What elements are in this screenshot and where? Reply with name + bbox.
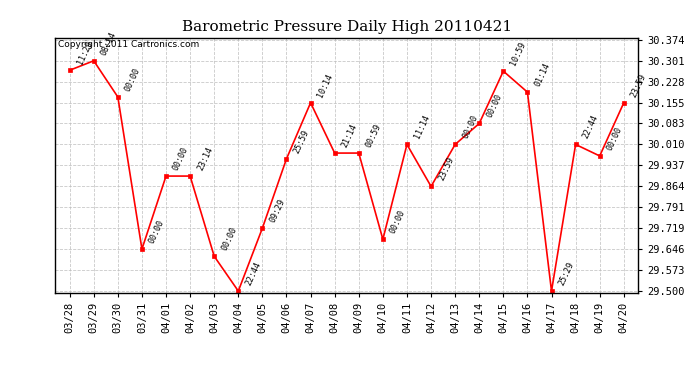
- Text: 08:14: 08:14: [99, 30, 118, 57]
- Text: 25:29: 25:29: [557, 260, 575, 287]
- Text: 00:00: 00:00: [461, 114, 480, 140]
- Text: 00:00: 00:00: [148, 219, 166, 245]
- Text: 22:44: 22:44: [581, 114, 600, 140]
- Text: 21:14: 21:14: [340, 123, 359, 149]
- Text: 10:14: 10:14: [316, 72, 335, 99]
- Text: 25:59: 25:59: [292, 128, 310, 154]
- Text: 00:59: 00:59: [364, 123, 383, 149]
- Text: 00:00: 00:00: [172, 146, 190, 172]
- Title: Barometric Pressure Daily High 20110421: Barometric Pressure Daily High 20110421: [181, 20, 512, 33]
- Text: Copyright 2011 Cartronics.com: Copyright 2011 Cartronics.com: [58, 40, 199, 49]
- Text: 11:14: 11:14: [413, 114, 431, 140]
- Text: 23:14: 23:14: [196, 146, 215, 172]
- Text: 09:29: 09:29: [268, 198, 286, 224]
- Text: 10:59: 10:59: [509, 40, 528, 67]
- Text: 00:00: 00:00: [220, 226, 239, 252]
- Text: 00:00: 00:00: [124, 66, 142, 93]
- Text: 22:44: 22:44: [244, 260, 263, 287]
- Text: 00:00: 00:00: [388, 209, 407, 235]
- Text: 01:14: 01:14: [533, 62, 552, 88]
- Text: 00:00: 00:00: [485, 93, 504, 119]
- Text: 00:00: 00:00: [605, 125, 624, 152]
- Text: 11:29: 11:29: [75, 40, 94, 66]
- Text: 23:59: 23:59: [629, 72, 648, 99]
- Text: 23:59: 23:59: [437, 156, 455, 182]
